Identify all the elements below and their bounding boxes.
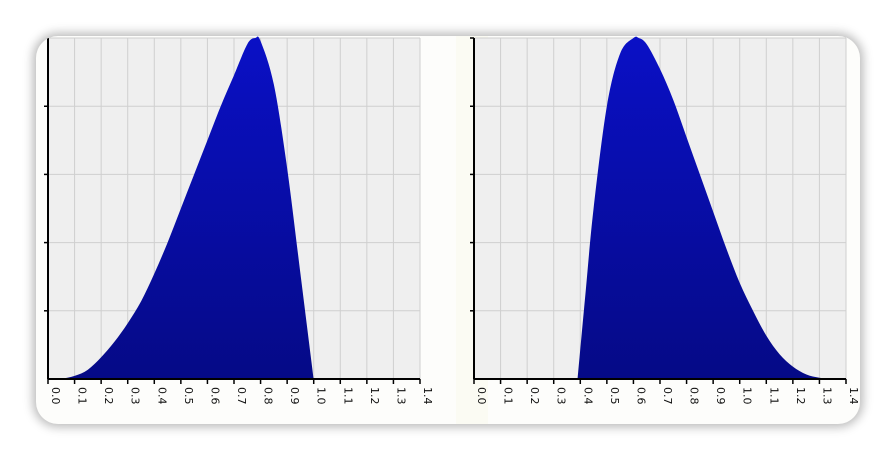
x-tick-label: 0.3 (129, 387, 142, 405)
density-area-series-1 (48, 36, 314, 380)
x-tick-label: 1.3 (820, 387, 833, 405)
x-tick-label: 0.9 (714, 387, 727, 405)
x-tick-label: 0.7 (661, 387, 674, 405)
charts-canvas: 0.0 0.1 0.2 0.3 0.4 0.5 0.6 0.7 0.8 0.9 1.0 1.1 1.2 1… (44, 36, 860, 405)
x-tick-label: 0.6 (208, 387, 221, 405)
x-tick-label: 0.1 (502, 387, 515, 405)
x-tick-label: 1.0 (741, 387, 754, 405)
x-tick-label: 0.0 (49, 387, 62, 405)
x-tick-label: 1.2 (368, 387, 381, 405)
x-tick-label: 0.3 (555, 387, 568, 405)
chart-frame: 0.0 0.1 0.2 0.3 0.4 0.5 0.6 0.7 0.8 0.9 1.0 1.1 1.2 1… (36, 36, 860, 424)
x-tick-label: 0.2 (102, 387, 115, 405)
x-tick-label: 1.3 (394, 387, 407, 405)
x-tick-label: 0.4 (155, 387, 168, 405)
x-tick-label: 0.4 (581, 387, 594, 405)
x-tick-label: 1.1 (341, 387, 354, 405)
x-tick-label: 0.8 (262, 387, 275, 405)
x-tick-label: 0.6 (634, 387, 647, 405)
x-tick-label: 1.1 (767, 387, 780, 405)
chart-panel-2: 0.0 0.1 0.2 0.3 0.4 0.5 0.6 0.7 0.8 0.9 1.0 1.1 1.2 1… (470, 36, 860, 405)
density-area-series-1 (577, 36, 833, 380)
x-tick-label: 0.7 (235, 387, 248, 405)
x-tick-label: 0.9 (288, 387, 301, 405)
x-tick-label: 0.1 (76, 387, 89, 405)
x-tick-label: 0.5 (182, 387, 195, 405)
x-tick-label: 1.4 (421, 387, 434, 405)
x-tick-label: 1.2 (794, 387, 807, 405)
x-tick-label: 1.4 (847, 387, 860, 405)
x-tick-label: 0.2 (528, 387, 541, 405)
x-tick-label: 0.5 (608, 387, 621, 405)
x-tick-label: 0.8 (688, 387, 701, 405)
x-tick-label: 0.0 (475, 387, 488, 405)
x-tick-label: 1.0 (315, 387, 328, 405)
chart-panel-1: 0.0 0.1 0.2 0.3 0.4 0.5 0.6 0.7 0.8 0.9 1.0 1.1 1.2 1… (44, 36, 434, 405)
